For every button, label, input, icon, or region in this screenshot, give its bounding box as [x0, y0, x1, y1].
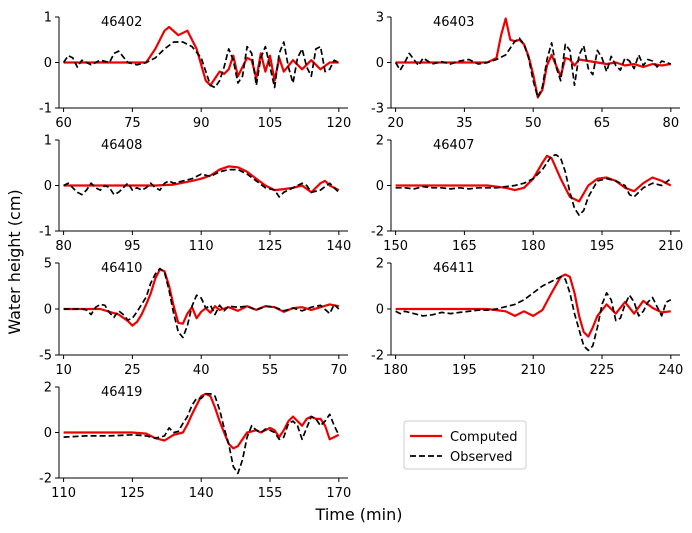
y-tick-label: 0 — [44, 56, 52, 71]
series-observed-line — [395, 153, 672, 216]
series-computed-line — [395, 17, 671, 99]
x-tick-label: 35 — [456, 116, 473, 131]
series-observed-line — [63, 168, 340, 198]
panel-46411: 180 195 210 225 240 -2 0 2 46411 — [371, 257, 683, 379]
y-tick-label: 0 — [376, 303, 384, 318]
panel-46410: 10 25 40 55 70 -5 0 5 46410 — [39, 257, 348, 378]
station-label: 46411 — [433, 261, 474, 276]
x-tick-label: 80 — [55, 239, 72, 254]
station-label: 46407 — [433, 138, 474, 153]
station-label: 46402 — [101, 15, 142, 30]
y-tick-label: 0 — [44, 426, 52, 441]
y-tick-label: 2 — [44, 381, 52, 396]
y-tick-label: 0 — [44, 303, 52, 318]
x-tick-label: 125 — [258, 239, 283, 254]
y-tick-label: -1 — [39, 102, 52, 117]
x-tick-label: 195 — [452, 363, 477, 378]
x-tick-label: 40 — [193, 363, 210, 378]
y-tick-label: -1 — [39, 225, 52, 240]
series-computed-line — [63, 392, 340, 450]
x-tick-label: 140 — [189, 486, 214, 501]
x-tick-label: 95 — [124, 239, 141, 254]
x-tick-label: 155 — [258, 486, 283, 501]
x-tick-label: 150 — [383, 239, 408, 254]
y-axis-label: Water height (cm) — [5, 189, 24, 334]
series-computed-line — [63, 268, 340, 327]
y-tick-label: 0 — [376, 56, 384, 71]
legend-label-computed: Computed — [450, 430, 518, 445]
panel-46408: 80 95 110 125 140 -1 0 1 46408 — [39, 134, 351, 255]
y-tick-label: 0 — [44, 179, 52, 194]
y-tick-label: 3 — [376, 11, 384, 26]
legend-label-observed: Observed — [450, 450, 513, 465]
x-tick-label: 90 — [193, 116, 210, 131]
series-observed-line — [395, 275, 672, 352]
legend: Computed Observed — [403, 420, 527, 470]
series-observed-line — [63, 267, 340, 339]
x-tick-label: 170 — [326, 486, 351, 501]
series-computed-line — [63, 25, 339, 87]
x-tick-label: 20 — [387, 116, 404, 131]
panel-46403: 20 35 50 65 80 -3 0 3 46403 — [371, 11, 680, 131]
panel-46402: 60 75 90 105 120 -1 0 1 46402 — [39, 11, 351, 132]
series-computed-line — [395, 273, 671, 338]
x-tick-label: 210 — [658, 239, 683, 254]
x-tick-label: 60 — [55, 116, 72, 131]
panel-46419: 110 125 140 155 170 -2 0 2 46419 — [39, 381, 351, 502]
y-tick-label: -2 — [371, 349, 384, 364]
y-tick-label: -2 — [39, 472, 52, 487]
series-observed-line — [63, 392, 340, 475]
y-tick-label: 0 — [376, 179, 384, 194]
x-tick-label: 125 — [120, 486, 145, 501]
series-observed-line — [62, 41, 340, 89]
x-axis-label: Time (min) — [315, 505, 403, 524]
station-label: 46403 — [433, 15, 474, 30]
y-tick-label: -2 — [371, 225, 384, 240]
y-tick-label: 1 — [44, 134, 52, 149]
series-computed-line — [395, 154, 672, 203]
x-tick-label: 110 — [189, 239, 214, 254]
legend-frame — [403, 420, 527, 470]
station-label: 46410 — [101, 261, 142, 276]
y-tick-label: -5 — [39, 349, 52, 364]
x-tick-label: 10 — [55, 363, 72, 378]
y-tick-label: 2 — [376, 134, 384, 149]
station-label: 46408 — [101, 138, 142, 153]
x-tick-label: 140 — [326, 239, 351, 254]
x-tick-label: 70 — [331, 363, 348, 378]
x-tick-label: 225 — [590, 363, 615, 378]
x-tick-label: 165 — [452, 239, 477, 254]
x-tick-label: 25 — [124, 363, 141, 378]
x-tick-label: 210 — [521, 363, 546, 378]
x-tick-label: 120 — [326, 116, 351, 131]
x-tick-label: 195 — [590, 239, 615, 254]
series-computed-line — [63, 165, 340, 194]
x-tick-label: 80 — [663, 116, 680, 131]
x-tick-label: 75 — [124, 116, 141, 131]
x-tick-label: 180 — [383, 363, 408, 378]
x-tick-label: 110 — [51, 486, 76, 501]
y-tick-label: -3 — [371, 102, 384, 117]
x-tick-label: 105 — [258, 116, 283, 131]
y-tick-label: 2 — [376, 257, 384, 272]
panel-46407: 150 165 180 195 210 -2 0 2 46407 — [371, 134, 683, 255]
x-tick-label: 55 — [262, 363, 279, 378]
x-tick-label: 240 — [658, 363, 683, 378]
y-tick-label: 1 — [44, 11, 52, 26]
station-label: 46419 — [101, 385, 142, 400]
series-observed-line — [394, 37, 672, 99]
x-tick-label: 180 — [521, 239, 546, 254]
y-tick-label: 5 — [44, 257, 52, 272]
x-tick-label: 50 — [525, 116, 542, 131]
x-tick-label: 65 — [594, 116, 611, 131]
